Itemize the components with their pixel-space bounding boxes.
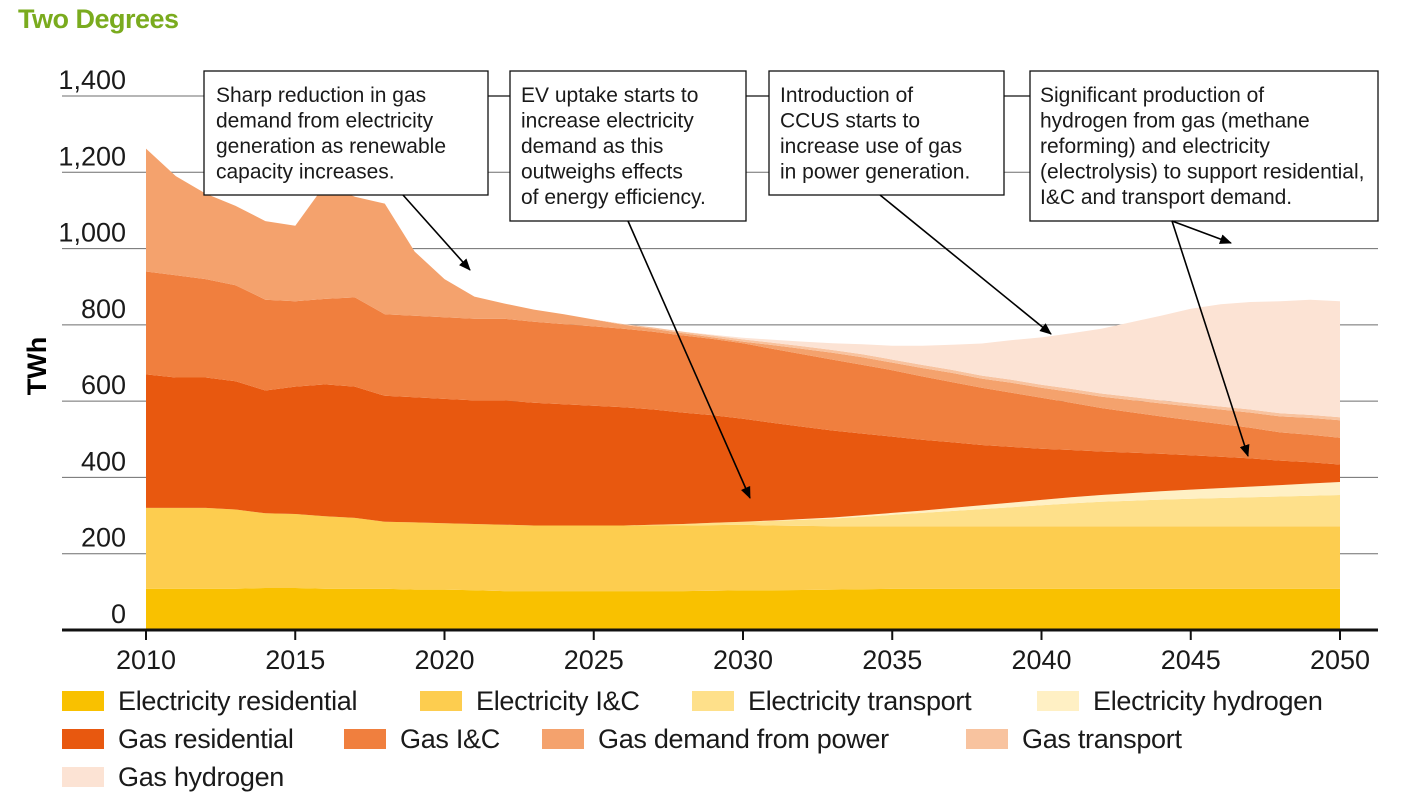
- chart-title: Two Degrees: [18, 4, 179, 34]
- annotation-box: [509, 70, 747, 222]
- legend-swatch: [62, 691, 104, 711]
- annotation-text-line: EV uptake starts to: [521, 84, 698, 107]
- area-series: [146, 148, 1340, 630]
- legend-swatch: [62, 729, 104, 749]
- legend-label: Electricity residential: [118, 685, 358, 716]
- x-tick-label: 2035: [862, 645, 922, 675]
- annotations: Sharp reduction in gas demand from electr…: [203, 70, 1379, 499]
- area-gas-residential: [146, 374, 1340, 526]
- area-electricity-transport: [146, 495, 1340, 527]
- annotation-text-line: Sharp reduction in gas: [216, 84, 426, 107]
- legend-item-electricity-residential: Electricity residential: [62, 684, 357, 718]
- annotation-arrow: [627, 220, 751, 499]
- annotation-arrow: [1171, 220, 1232, 244]
- stacked-area-chart: 0 200 400 600 800 1,000 1,200 1,400 2010 2015 2020…: [22, 65, 1379, 675]
- annotation-text-line: demand from electricity: [216, 110, 434, 133]
- annotation-4: Significant production of hydrogen from g…: [1029, 70, 1379, 457]
- x-tick-label: 2045: [1161, 645, 1221, 675]
- x-tick-label: 2030: [713, 645, 773, 675]
- annotation-text-line: I&C and transport demand.: [1040, 186, 1292, 209]
- legend-item-gas-demand-from-power: Gas demand from power: [542, 722, 889, 756]
- x-tick-label: 2050: [1310, 645, 1370, 675]
- area-gas-iandc: [146, 271, 1340, 465]
- y-tick-label: 800: [81, 294, 126, 324]
- annotation-text-line: generation as renewable: [216, 135, 446, 158]
- y-tick-label: 1,200: [58, 141, 126, 171]
- area-electricity-residential: [146, 588, 1340, 630]
- annotation-text-line: (electrolysis) to support residential,: [1040, 161, 1364, 184]
- x-tick-label: 2025: [564, 645, 624, 675]
- legend-item-electricity-hydrogen: Electricity hydrogen: [1037, 684, 1323, 718]
- annotation-arrow: [1171, 220, 1250, 457]
- area-electricity-iandc: [146, 507, 1340, 592]
- legend-item-gas-iandc: Gas I&C: [344, 722, 500, 756]
- legend-label: Gas transport: [1022, 723, 1182, 754]
- y-tick-label: 1,400: [58, 65, 126, 95]
- legend-swatch: [344, 729, 386, 749]
- x-tick-label: 2015: [265, 645, 325, 675]
- legend-item-gas-transport: Gas transport: [966, 722, 1182, 756]
- legend-swatch: [542, 729, 584, 749]
- annotation-text-line: increase electricity: [521, 110, 694, 133]
- legend-swatch: [966, 729, 1008, 749]
- y-tick-label: 1,000: [58, 218, 126, 248]
- legend-label: Gas demand from power: [598, 723, 889, 754]
- axes: 0 200 400 600 800 1,000 1,200 1,400 2010 2015 2020…: [22, 65, 1378, 675]
- legend-swatch: [420, 691, 462, 711]
- annotation-text-line: hydrogen from gas (methane: [1040, 110, 1310, 133]
- legend-item-electricity-transport: Electricity transport: [692, 684, 972, 718]
- legend-label: Electricity hydrogen: [1093, 685, 1323, 716]
- x-tick-label: 2010: [116, 645, 176, 675]
- annotation-text-line: capacity increases.: [216, 161, 395, 184]
- annotation-text-line: demand as this: [521, 135, 663, 158]
- area-gas-demand-from-power: [146, 148, 1340, 438]
- legend-label: Gas hydrogen: [118, 761, 285, 792]
- y-tick-label: 600: [81, 370, 126, 400]
- legend-label: Gas residential: [118, 723, 294, 754]
- y-axis-label: TWh: [22, 337, 52, 395]
- legend-swatch: [62, 767, 104, 787]
- x-tick-label: 2020: [414, 645, 474, 675]
- legend-swatch: [692, 691, 734, 711]
- annotation-text-line: Significant production of: [1040, 84, 1264, 107]
- legend-label: Electricity I&C: [476, 685, 640, 716]
- area-gas-hydrogen: [146, 148, 1340, 418]
- legend-swatch: [1037, 691, 1079, 711]
- annotation-1: Sharp reduction in gas demand from electr…: [203, 70, 489, 271]
- legend-item-gas-hydrogen: Gas hydrogen: [62, 760, 284, 794]
- legend-item-electricity-iandc: Electricity I&C: [420, 684, 640, 718]
- y-tick-label: 200: [81, 523, 126, 553]
- annotation-text-line: Introduction of: [780, 84, 913, 107]
- annotation-2: EV uptake starts to increase electricityd…: [509, 70, 751, 499]
- annotation-box: [203, 70, 489, 196]
- x-tick-label: 2040: [1011, 645, 1071, 675]
- annotation-text-line: of energy efficiency.: [521, 186, 706, 209]
- annotation-text-line: CCUS starts to: [780, 110, 920, 133]
- y-tick-label: 400: [81, 446, 126, 476]
- annotation-text-line: in power generation.: [780, 161, 970, 184]
- annotation-box: [1029, 70, 1379, 222]
- annotation-arrow: [402, 194, 471, 271]
- annotation-text-line: reforming) and electricity: [1040, 135, 1270, 158]
- legend-label: Electricity transport: [748, 685, 972, 716]
- y-tick-label: 0: [111, 599, 126, 629]
- annotation-text-line: increase use of gas: [780, 135, 962, 158]
- annotation-arrow: [879, 194, 1052, 335]
- legend-label: Gas I&C: [400, 723, 500, 754]
- legend-item-gas-residential: Gas residential: [62, 722, 294, 756]
- annotation-box: [768, 70, 1005, 196]
- annotation-text-line: outweighs effects: [521, 161, 683, 184]
